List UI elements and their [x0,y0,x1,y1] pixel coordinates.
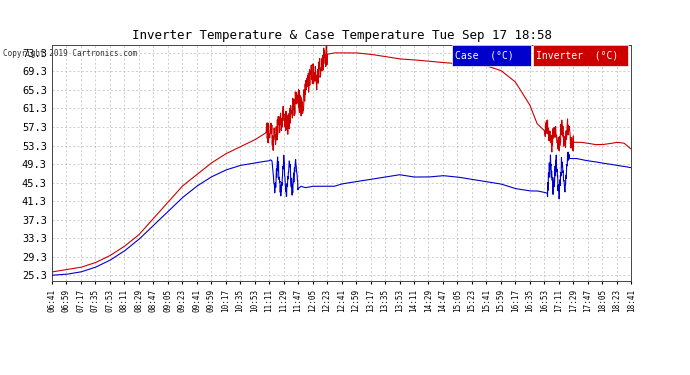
Text: Inverter  (°C): Inverter (°C) [536,50,618,60]
Title: Inverter Temperature & Case Temperature Tue Sep 17 18:58: Inverter Temperature & Case Temperature … [132,30,551,42]
Text: Case  (°C): Case (°C) [455,50,514,60]
Text: Copyright 2019 Cartronics.com: Copyright 2019 Cartronics.com [3,49,137,58]
